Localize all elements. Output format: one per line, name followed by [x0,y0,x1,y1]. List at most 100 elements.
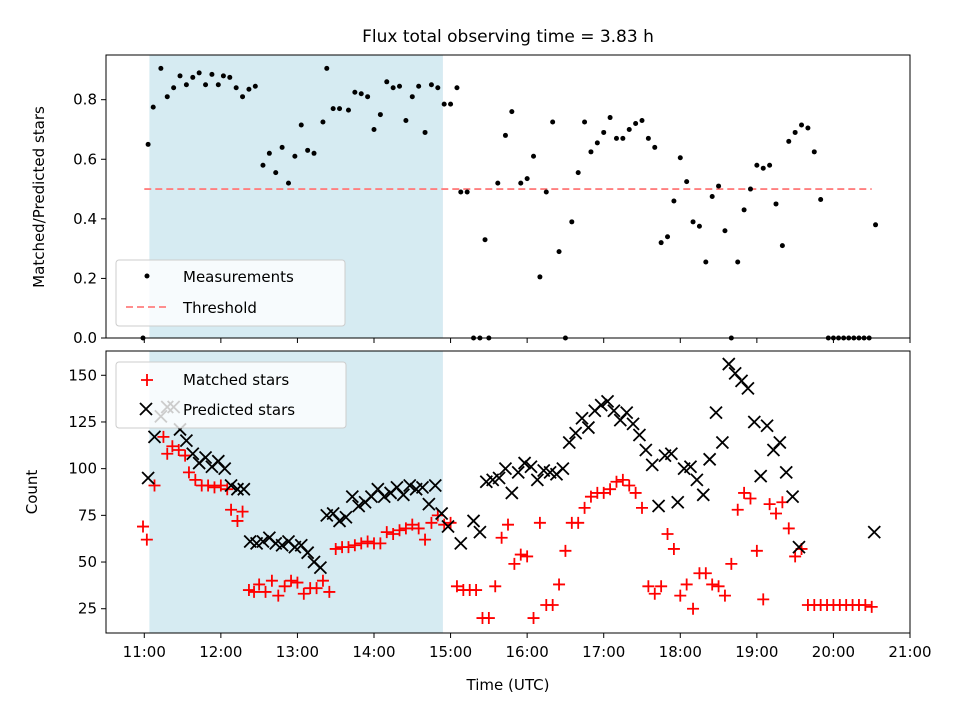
measurement-point [786,138,792,144]
measurement-point [696,223,702,229]
matched-stars-point [361,535,374,548]
measurement-point [196,70,202,76]
matched-stars-point [655,580,668,593]
matched-stars-point [584,490,597,503]
threshold-legend-label: Threshold [182,299,257,317]
matched-stars-point [495,531,508,544]
matched-stars-point [553,578,566,591]
measurement-point [183,82,189,88]
measurement-point [873,222,879,228]
predicted-stars-point [709,405,723,420]
matched-stars-point [438,518,451,531]
matched-stars-point [161,447,174,460]
measurement-point [409,94,415,100]
predicted-stars-point [492,471,506,485]
matched-stars-point [259,585,272,598]
matched-stars-point [859,598,872,611]
matched-stars-point [533,516,546,529]
predicted-stars-point [505,486,519,500]
predicted-stars-point [415,480,430,494]
matched-stars-point [578,501,591,514]
measurement-point [620,135,626,141]
measurement-point [509,109,515,115]
matched-stars-point [182,466,195,479]
predicted-stars-point [779,465,793,480]
measurement-point [773,201,779,207]
chart-title: Flux total observing time = 3.83 h [362,27,654,47]
matched-stars-point [285,574,298,587]
predicted-stars-point [747,415,761,429]
predicted-stars-point [179,434,194,448]
measurement-point [543,189,549,195]
measurement-point [352,89,358,95]
matched-stars-point [661,528,674,541]
predicted-stars-point [690,473,704,487]
matched-stars-point [310,582,323,595]
measurement-point [741,207,747,213]
matched-stars-point [265,574,278,587]
matched-stars-point [387,528,400,541]
predicted-stars-point [792,540,806,554]
measurement-point [390,85,396,91]
matched-stars-point [148,479,161,492]
matched-stars-point [248,585,261,598]
measurement-point [754,162,760,168]
measurement-point [464,189,470,195]
measurement-point [177,73,183,79]
matched-stars-point [763,498,776,511]
predicted-stars-point [441,519,455,534]
predicted-stars-point [435,506,449,521]
measurement-point [645,135,651,141]
measurement-point [569,219,575,225]
measurement-point [260,162,266,168]
measurement-point [403,118,409,124]
predicted-stars-point [466,514,481,528]
matched-stars-point [514,548,527,561]
measurement-point [371,126,377,132]
measurement-point [377,112,383,118]
y-tick-label: 50 [78,553,97,571]
matched-stars-point [744,492,757,505]
matched-stars-point [674,589,687,602]
matched-stars-point [399,522,412,535]
matched-stars-point [450,580,463,593]
matched-stars-point [157,430,170,443]
matched-stars-point [291,576,304,589]
measurement-points [140,65,879,341]
predicted-stars-point [645,458,659,472]
y-tick-label: 100 [68,460,97,478]
matched-stars-point [546,598,559,611]
matched-stars-point [616,473,629,486]
measurement-point [716,183,722,189]
predicted-stars-point [473,525,487,539]
measurement-point [799,122,805,128]
measurement-point [305,147,311,153]
measurement-point [767,162,773,168]
measurement-point [537,274,543,280]
measurement-point [422,129,428,135]
predicted-stars-point [345,490,359,504]
y-tick-label: 25 [78,600,97,618]
x-axis-label: Time (UTC) [466,676,550,694]
matched-stars-point [636,501,648,514]
predicted-stars-point [339,510,353,524]
measurement-point [495,180,501,186]
measurement-point [448,101,454,107]
matched-stars-point [610,475,623,488]
matched-stars-point [750,544,763,557]
measurement-point [324,65,330,71]
matched-stars-point [342,541,355,554]
top-panel: 0.00.20.40.60.8 Matched/Predicted stars … [30,54,911,347]
y-tick-label: 0.2 [73,269,97,287]
matched-stars-point [278,580,291,593]
predicted-stars-point [275,538,289,552]
matched-stars-point [272,589,285,602]
measurement-point [273,170,279,176]
measurement-point [550,119,556,125]
predicted-stars-point [218,462,232,476]
predicted-stars-point [867,525,881,539]
predicted-stars-point [696,488,710,502]
x-tick-label: 13:00 [276,643,319,661]
measurement-point [311,150,317,156]
